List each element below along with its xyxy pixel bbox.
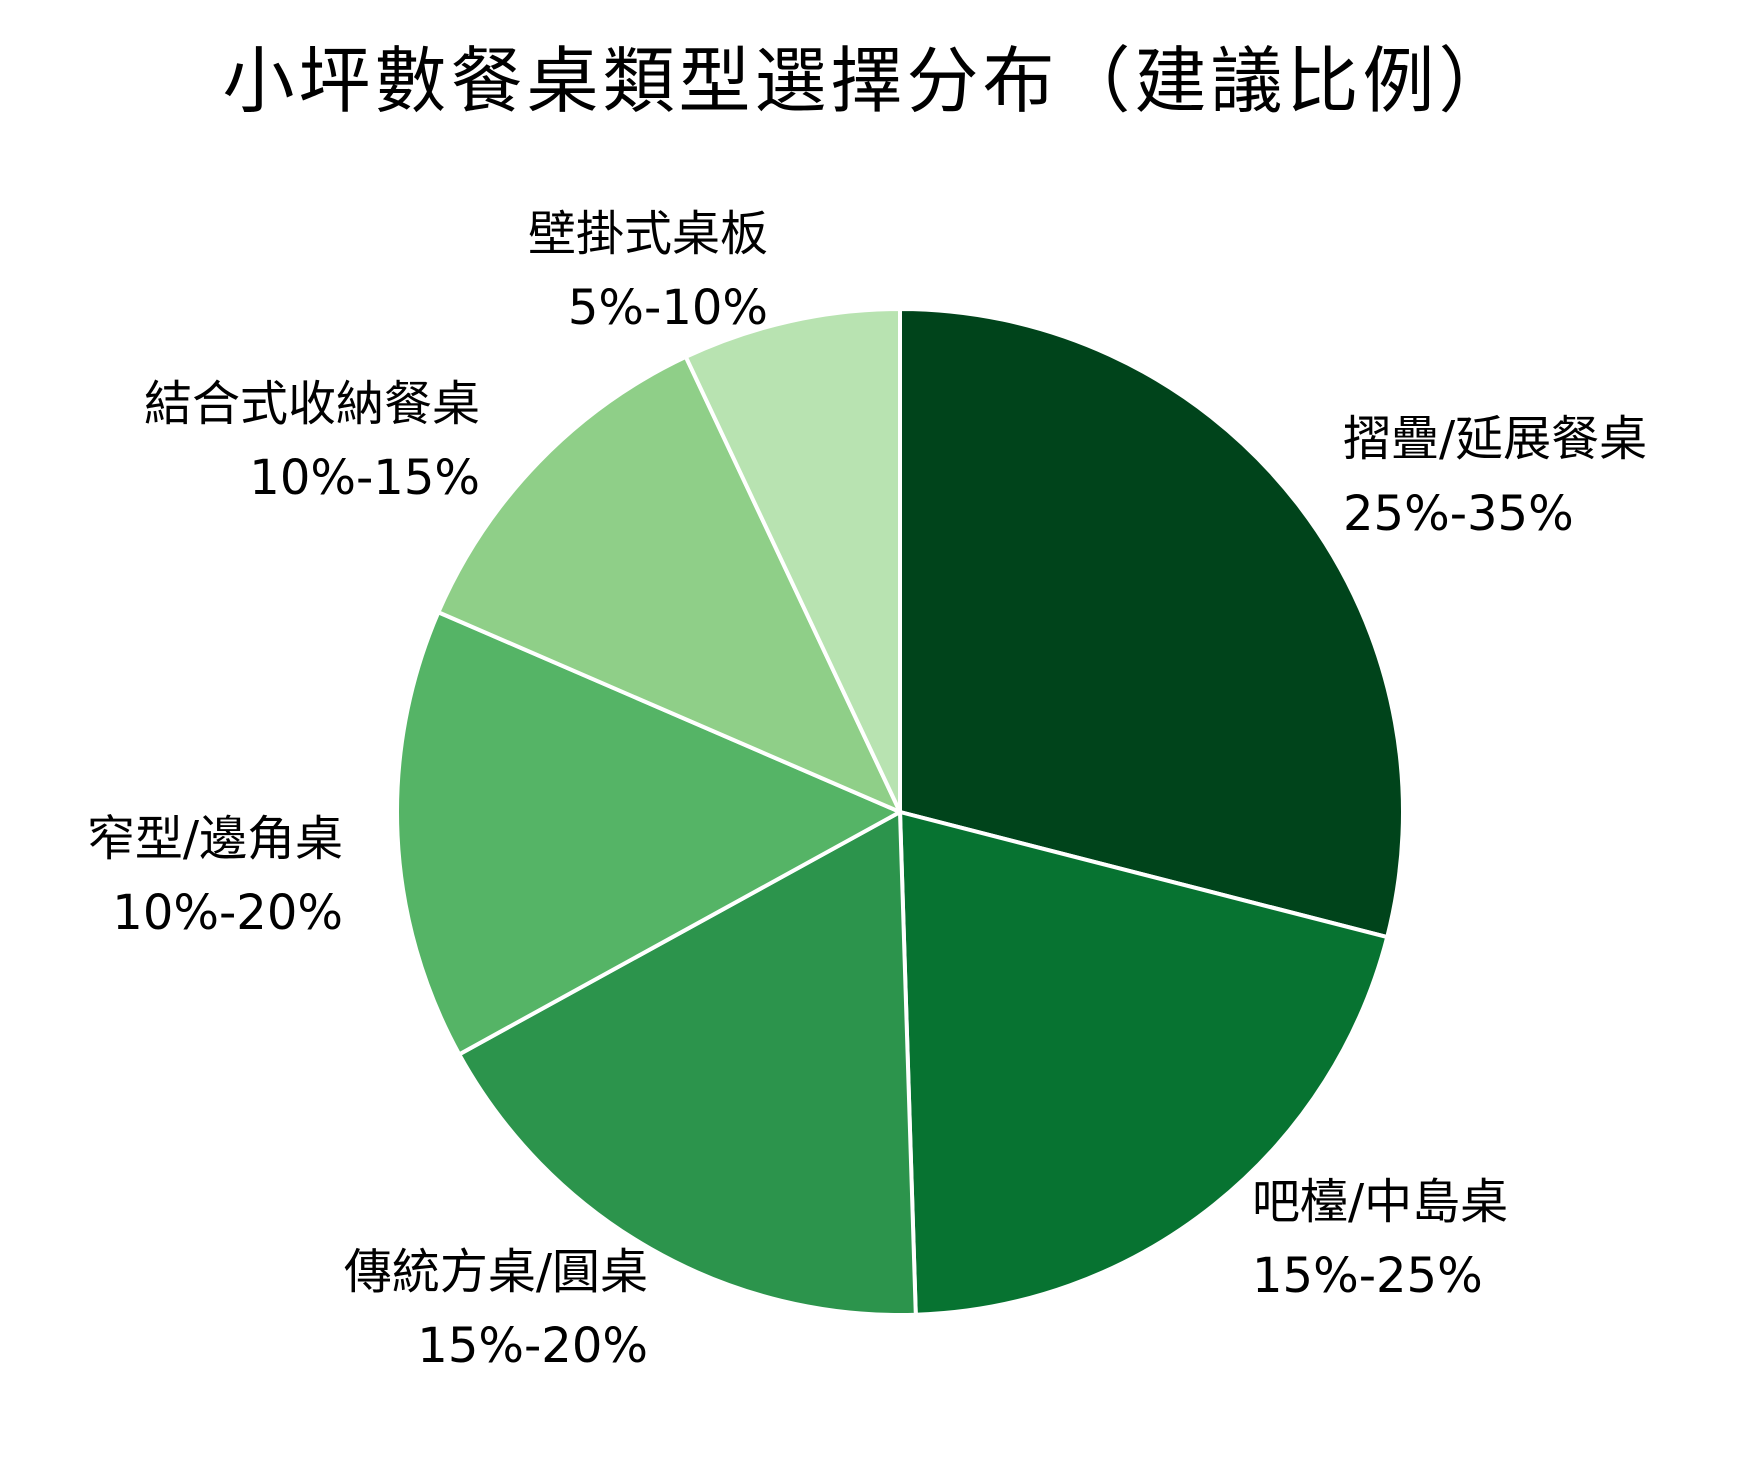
slice-range-label-5: 10%-15% <box>249 450 480 506</box>
slice-name-label-4: 窄型/邊角桌 <box>87 811 343 867</box>
slice-range-label-6: 5%-10% <box>568 280 768 336</box>
pie-slice-1 <box>898 307 1405 940</box>
slice-name-label-2: 吧檯/中島桌 <box>1252 1174 1508 1230</box>
pie-slice-2 <box>898 810 1390 1317</box>
pie-slice-4 <box>395 610 902 1057</box>
slice-range-label-1: 25%-35% <box>1343 486 1574 542</box>
slice-range-label-3: 15%-20% <box>417 1318 648 1374</box>
slice-range-label-4: 10%-20% <box>112 885 343 941</box>
pie-slices <box>395 307 1405 1317</box>
pie-slice-3 <box>457 810 918 1317</box>
pie-slice-6 <box>683 307 902 814</box>
slice-name-label-5: 結合式收納餐桌 <box>144 376 480 432</box>
pie-slice-5 <box>436 354 902 814</box>
slice-range-label-2: 15%-25% <box>1252 1248 1483 1304</box>
slice-name-label-6: 壁掛式桌板 <box>528 206 768 262</box>
pie-labels: 摺疊/延展餐桌 25%-35% 吧檯/中島桌 15%-25% 傳統方桌/圓桌 15%-20… <box>87 206 1647 1374</box>
slice-name-label-1: 摺疊/延展餐桌 <box>1343 411 1647 467</box>
chart-title: 小坪數餐桌類型選擇分布（建議比例） <box>222 39 1515 123</box>
slice-name-label-3: 傳統方桌/圓桌 <box>344 1244 648 1300</box>
